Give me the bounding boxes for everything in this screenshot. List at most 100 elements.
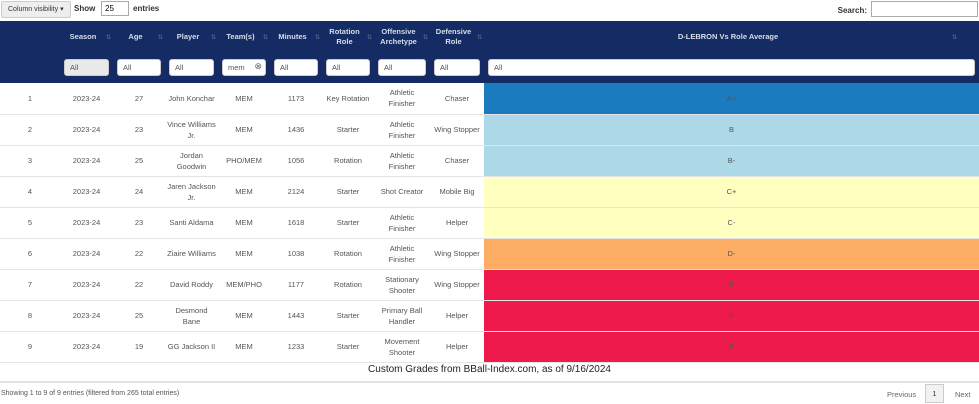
header-age[interactable]: Age ⇅ <box>113 21 165 52</box>
cell-offensive-archetype: Stationary Shooter <box>374 269 430 301</box>
header-offensive-archetype[interactable]: Offensive Archetype ⇅ <box>374 21 430 52</box>
cell-player: David Roddy <box>165 269 218 301</box>
filter-wrap: ⊗ <box>222 59 266 76</box>
cell-player: Desmond Bane <box>165 300 218 332</box>
cell-minutes: 1233 <box>270 331 322 363</box>
column-visibility-button[interactable]: Column visibility ▾ <box>1 1 71 18</box>
clear-filter-icon[interactable]: ⊗ <box>254 61 262 71</box>
cell-rotation-role: Rotation <box>322 269 374 301</box>
filter-offensive-archetype[interactable] <box>378 59 426 76</box>
filter-minutes[interactable] <box>274 59 318 76</box>
filter-cell <box>113 52 165 83</box>
search-input[interactable] <box>871 1 978 17</box>
sort-icon: ⇅ <box>476 35 482 41</box>
sort-icon: ⇅ <box>262 35 268 41</box>
caret-down-icon: ▾ <box>60 6 64 13</box>
filter-defensive-role[interactable] <box>434 59 480 76</box>
cell-player: Vince Williams Jr. <box>165 114 218 146</box>
filter-cell <box>322 52 374 83</box>
filter-cell: ⊗ <box>218 52 270 83</box>
table-caption: Custom Grades from BBall-Index.com, as o… <box>368 364 611 375</box>
cell-age: 24 <box>113 176 165 208</box>
sort-icon: ⇅ <box>366 35 372 41</box>
cell-index: 4 <box>0 176 60 208</box>
sort-icon: ⇅ <box>314 35 320 41</box>
cell-defensive-role: Wing Stopper <box>430 114 484 146</box>
sort-icon: ⇅ <box>422 35 428 41</box>
filter-age[interactable] <box>117 59 161 76</box>
cell-defensive-role: Chaser <box>430 83 484 115</box>
sort-icon: ⇅ <box>951 35 957 41</box>
cell-defensive-role: Wing Stopper <box>430 238 484 270</box>
cell-minutes: 1056 <box>270 145 322 177</box>
filter-wrap <box>434 59 480 76</box>
filter-season[interactable] <box>64 59 109 76</box>
page-1-button[interactable]: 1 <box>925 384 944 403</box>
cell-team: MEM <box>218 207 270 239</box>
table-row: 7 2023-24 22 David Roddy MEM/PHO 1177 Rotation… <box>0 269 979 301</box>
cell-rotation-role: Rotation <box>322 145 374 177</box>
cell-team: MEM <box>218 238 270 270</box>
header-index[interactable] <box>0 21 60 52</box>
cell-team: MEM <box>218 83 270 115</box>
header-label: Team(s) <box>226 31 255 41</box>
table-row: 5 2023-24 23 Santi Aldama MEM 1618 Starter Athl… <box>0 207 979 239</box>
cell-index: 3 <box>0 145 60 177</box>
filter-cell <box>374 52 430 83</box>
next-page-button[interactable]: Next <box>955 390 971 399</box>
filter-d-lebron-grade[interactable] <box>488 59 975 76</box>
header-label: Season <box>69 31 97 41</box>
cell-offensive-archetype: Athletic Finisher <box>374 114 430 146</box>
table-toolbar: Column visibility ▾ Show entries Search: <box>0 0 979 20</box>
filter-player[interactable] <box>169 59 214 76</box>
sort-icon: ⇅ <box>210 35 216 41</box>
table-row: 9 2023-24 19 GG Jackson II MEM 1233 Starter Mov… <box>0 331 979 363</box>
cell-rotation-role: Starter <box>322 207 374 239</box>
header-label: Player <box>176 31 200 41</box>
cell-team: MEM/PHO <box>218 269 270 301</box>
filter-rotation-role[interactable] <box>326 59 370 76</box>
cell-season: 2023-24 <box>60 145 113 177</box>
cell-index: 6 <box>0 238 60 270</box>
filter-wrap <box>64 59 109 76</box>
header-d-lebron-grade[interactable]: D-LEBRON Vs Role Average ⇅ <box>484 21 979 52</box>
header-player[interactable]: Player ⇅ <box>165 21 218 52</box>
filter-cell <box>430 52 484 83</box>
cell-season: 2023-24 <box>60 238 113 270</box>
cell-age: 23 <box>113 114 165 146</box>
cell-player: Santi Aldama <box>165 207 218 239</box>
cell-offensive-archetype: Athletic Finisher <box>374 207 430 239</box>
previous-page-button[interactable]: Previous <box>887 390 917 399</box>
cell-player: Jaren Jackson Jr. <box>165 176 218 208</box>
cell-d-lebron-grade: F <box>484 300 979 332</box>
filter-cell <box>484 52 979 83</box>
header-defensive-role[interactable]: Defensive Role ⇅ <box>430 21 484 52</box>
cell-rotation-role: Rotation <box>322 238 374 270</box>
cell-offensive-archetype: Primary Ball Handler <box>374 300 430 332</box>
header-team[interactable]: Team(s) ⇅ <box>218 21 270 52</box>
filter-team[interactable] <box>222 59 266 76</box>
cell-player: Ziaire Williams <box>165 238 218 270</box>
header-rotation-role[interactable]: Rotation Role ⇅ <box>322 21 374 52</box>
cell-season: 2023-24 <box>60 83 113 115</box>
cell-d-lebron-grade: B <box>484 114 979 146</box>
cell-team: MEM <box>218 331 270 363</box>
table-row: 4 2023-24 24 Jaren Jackson Jr. MEM 2124 Starte… <box>0 176 979 208</box>
cell-age: 23 <box>113 207 165 239</box>
divider <box>0 381 979 383</box>
cell-offensive-archetype: Athletic Finisher <box>374 145 430 177</box>
cell-defensive-role: Helper <box>430 300 484 332</box>
cell-d-lebron-grade: F <box>484 269 979 301</box>
page-length-input[interactable] <box>101 1 129 16</box>
cell-age: 22 <box>113 269 165 301</box>
header-label: Rotation Role <box>329 26 360 46</box>
cell-minutes: 1177 <box>270 269 322 301</box>
cell-rotation-role: Starter <box>322 114 374 146</box>
header-label: D-LEBRON Vs Role Average <box>677 31 779 41</box>
header-minutes[interactable]: Minutes ⇅ <box>270 21 322 52</box>
sort-icon: ⇅ <box>105 35 111 41</box>
cell-minutes: 2124 <box>270 176 322 208</box>
header-label: Age <box>128 31 143 41</box>
cell-player: Jordan Goodwin <box>165 145 218 177</box>
header-season[interactable]: Season ⇅ <box>60 21 113 52</box>
